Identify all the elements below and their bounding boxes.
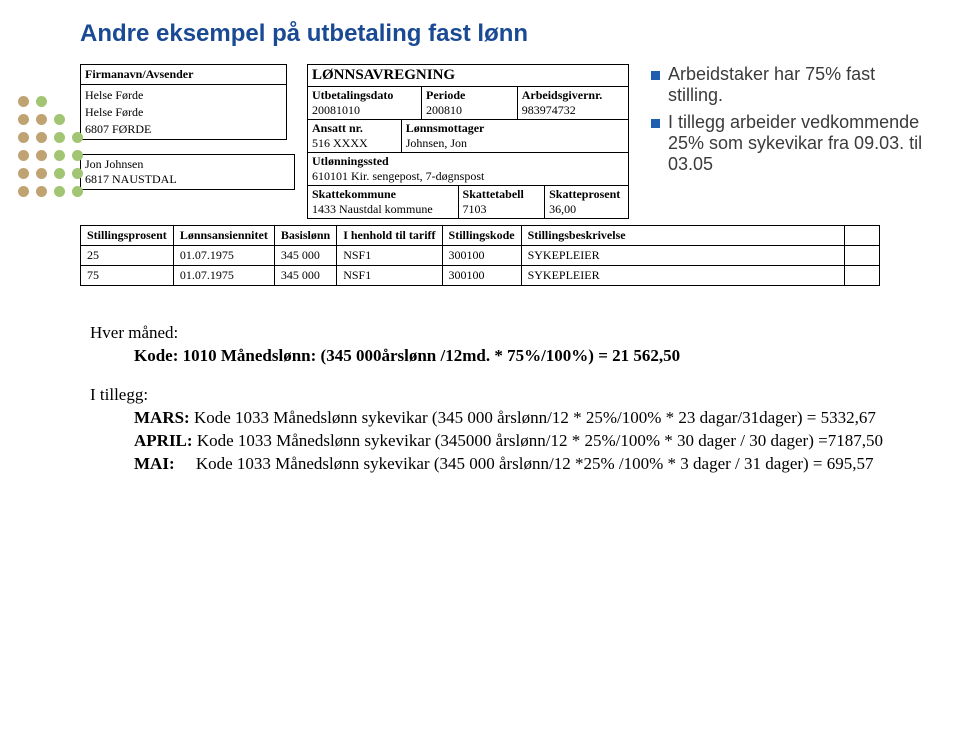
bullet-notes: Arbeidstaker har 75% fast stilling. I ti…	[651, 64, 931, 181]
mai-label: MAI:	[134, 454, 175, 473]
cell: 25	[81, 246, 174, 266]
pos-h3: Basislønn	[274, 226, 336, 246]
payslip-title: LØNNSAVREGNING	[307, 64, 629, 87]
cell: 01.07.1975	[173, 246, 274, 266]
per-val: 200810	[426, 103, 513, 118]
cell: 345 000	[274, 266, 336, 286]
ans-label: Ansatt nr.	[312, 121, 397, 136]
mai-text: Kode 1033 Månedslønn sykevikar (345 000 …	[175, 454, 874, 473]
cell: 75	[81, 266, 174, 286]
ans-val: 516 XXXX	[312, 136, 397, 151]
page-title: Andre eksempel på utbetaling fast lønn	[80, 20, 960, 48]
hver-maned: Hver måned:	[90, 322, 960, 345]
cell: SYKEPLEIER	[521, 266, 844, 286]
bullet-2: I tillegg arbeider vedkommende 25% som s…	[668, 112, 931, 175]
skk-label: Skattekommune	[312, 187, 454, 202]
skp-label: Skatteprosent	[549, 187, 624, 202]
pos-h4: I henhold til tariff	[337, 226, 442, 246]
bullet-1: Arbeidstaker har 75% fast stilling.	[668, 64, 931, 106]
table-row: 25 01.07.1975 345 000 NSF1 300100 SYKEPL…	[81, 246, 880, 266]
mot-label: Lønnsmottager	[406, 121, 624, 136]
body-text: Hver måned: Kode: 1010 Månedslønn: (345 …	[90, 322, 960, 476]
payslip-detail-box: LØNNSAVREGNING Utbetalingsdato 20081010 …	[307, 64, 629, 219]
cell: SYKEPLEIER	[521, 246, 844, 266]
skt-label: Skattetabell	[463, 187, 541, 202]
mot-val: Johnsen, Jon	[406, 136, 624, 151]
pos-h6: Stillingsbeskrivelse	[521, 226, 844, 246]
skp-val: 36,00	[549, 202, 624, 217]
recipient-box: Jon Johnsen 6817 NAUSTDAL	[80, 154, 295, 190]
cell: NSF1	[337, 266, 442, 286]
bullet-icon	[651, 71, 660, 80]
pos-h1: Stillingsprosent	[81, 226, 174, 246]
per-label: Periode	[426, 88, 513, 103]
utl-val: 610101 Kir. sengepost, 7-døgnspost	[312, 169, 624, 184]
recipient-addr: 6817 NAUSTDAL	[85, 172, 290, 187]
bullet-icon	[651, 119, 660, 128]
kode-1010: Kode: 1010 Månedslønn: (345 000årslønn /…	[134, 346, 680, 365]
skt-val: 7103	[463, 202, 541, 217]
table-row: 75 01.07.1975 345 000 NSF1 300100 SYKEPL…	[81, 266, 880, 286]
utb-val: 20081010	[312, 103, 417, 118]
cell: 300100	[442, 266, 521, 286]
sender-name2: Helse Førde	[85, 104, 282, 121]
arb-val: 983974732	[522, 103, 624, 118]
cell: 01.07.1975	[173, 266, 274, 286]
position-table: Stillingsprosent Lønnsansiennitet Basisl…	[80, 225, 880, 286]
i-tillegg: I tillegg:	[90, 384, 960, 407]
sender-city: 6807 FØRDE	[85, 121, 282, 138]
sender-name1: Helse Førde	[85, 87, 282, 104]
recipient-name: Jon Johnsen	[85, 157, 290, 172]
mars-label: MARS:	[134, 408, 190, 427]
arb-label: Arbeidsgivernr.	[522, 88, 624, 103]
april-text: Kode 1033 Månedslønn sykevikar (345000 å…	[193, 431, 883, 450]
decorative-dots	[18, 96, 83, 204]
cell: 345 000	[274, 246, 336, 266]
cell: 300100	[442, 246, 521, 266]
cell: NSF1	[337, 246, 442, 266]
mars-text: Kode 1033 Månedslønn sykevikar (345 000 …	[190, 408, 876, 427]
sender-box: Firmanavn/Avsender Helse Førde Helse Før…	[80, 64, 287, 140]
sender-header: Firmanavn/Avsender	[81, 65, 286, 85]
pos-h5: Stillingskode	[442, 226, 521, 246]
utb-label: Utbetalingsdato	[312, 88, 417, 103]
april-label: APRIL:	[134, 431, 193, 450]
utl-label: Utlønningssted	[312, 154, 624, 169]
pos-h2: Lønnsansiennitet	[173, 226, 274, 246]
skk-val: 1433 Naustdal kommune	[312, 202, 454, 217]
